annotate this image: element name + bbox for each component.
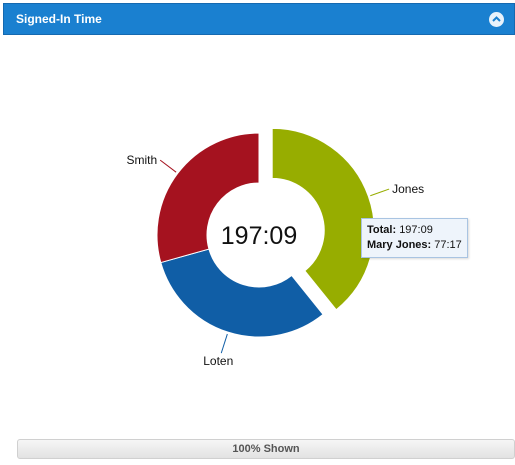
tooltip-item-value: 77:17 bbox=[434, 239, 462, 251]
chart-tooltip: Total: 197:09 Mary Jones: 77:17 bbox=[361, 218, 468, 258]
tooltip-item-label: Mary Jones: bbox=[367, 239, 432, 251]
slice-label-smith: Smith bbox=[126, 153, 157, 167]
slice-label-jones: Jones bbox=[392, 182, 424, 196]
chevron-up-icon[interactable] bbox=[489, 12, 504, 27]
center-total-label: 197:09 bbox=[221, 222, 297, 250]
panel-header: Signed-In Time bbox=[3, 3, 515, 35]
tooltip-total-row: Total: 197:09 bbox=[367, 223, 462, 238]
donut-slice-jones[interactable] bbox=[271, 127, 375, 311]
donut-slice-loten[interactable] bbox=[160, 248, 324, 338]
panel-title: Signed-In Time bbox=[16, 12, 102, 26]
donut-chart: Jones Loten Smith 197:09 bbox=[126, 127, 424, 368]
tooltip-total-value: 197:09 bbox=[399, 224, 433, 236]
label-connector-jones bbox=[370, 188, 390, 197]
shown-status-bar: 100% Shown bbox=[17, 439, 515, 459]
label-connector-smith bbox=[159, 159, 177, 173]
chart-area: Jones Loten Smith 197:09 bbox=[0, 36, 515, 436]
donut-slice-smith[interactable] bbox=[156, 132, 260, 264]
slice-label-loten: Loten bbox=[203, 354, 233, 368]
tooltip-total-label: Total: bbox=[367, 224, 397, 236]
label-connector-loten bbox=[220, 333, 228, 354]
tooltip-item-row: Mary Jones: 77:17 bbox=[367, 238, 462, 253]
